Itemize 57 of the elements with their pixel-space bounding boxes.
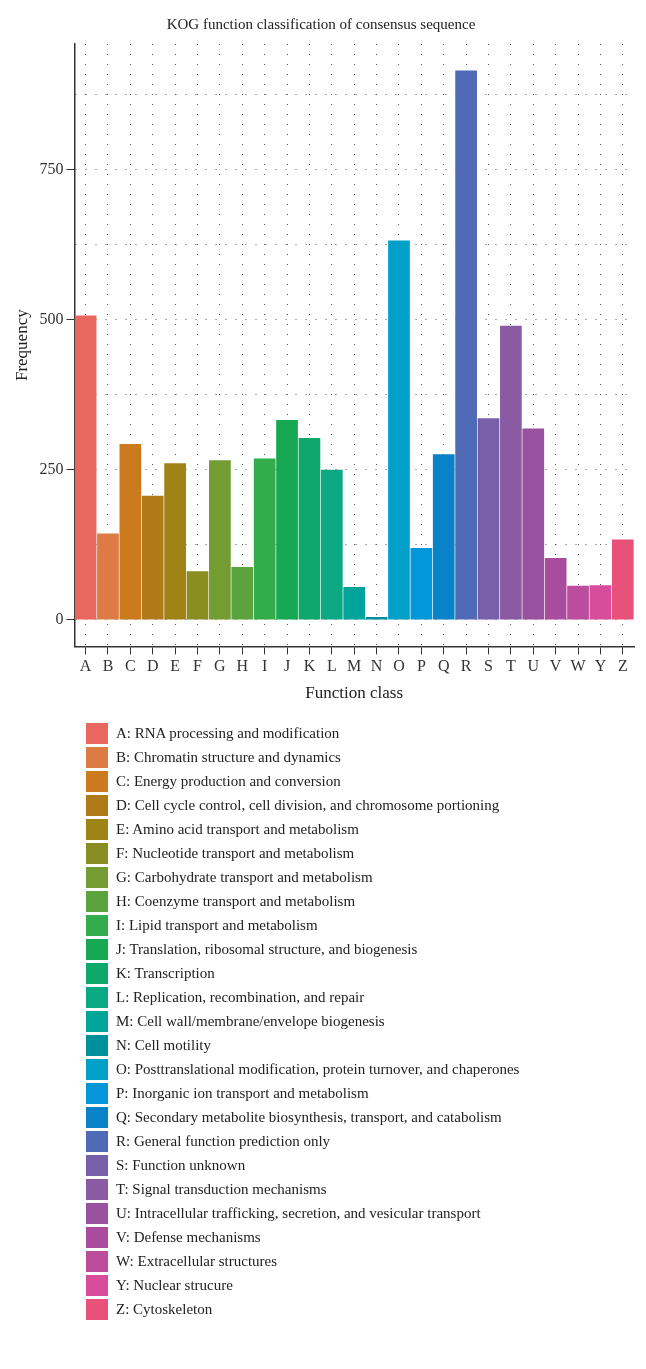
legend-label: D: Cell cycle control, cell division, and chromosome portioning — [116, 796, 500, 814]
x-tick-label: W — [570, 657, 587, 675]
x-tick-label: C — [125, 657, 136, 675]
x-tick-label: N — [370, 657, 383, 675]
legend-label: Y: Nuclear strucure — [116, 1276, 233, 1294]
x-tick-label: Q — [437, 657, 450, 675]
legend-label: W: Extracellular structures — [116, 1252, 278, 1270]
y-tick-label: 250 — [39, 460, 64, 478]
x-tick-label: E — [170, 657, 181, 675]
x-tick-label: B — [102, 657, 114, 675]
legend-label: P: Inorganic ion transport and metabolism — [116, 1084, 369, 1102]
legend-label: Z: Cytoskeleton — [116, 1300, 213, 1318]
y-tick-label: 500 — [39, 309, 64, 327]
legend-label: O: Posttranslational modification, protein turnover, and chaperones — [116, 1060, 520, 1078]
x-tick-label: P — [416, 657, 426, 675]
x-tick-label: A — [79, 657, 92, 675]
x-tick-label: J — [283, 657, 291, 675]
x-tick-label: O — [393, 657, 405, 675]
x-tick-label: S — [484, 657, 493, 675]
legend-label: V: Defense mechanisms — [116, 1228, 261, 1246]
legend-label: R: General function prediction only — [116, 1132, 331, 1150]
legend-label: L: Replication, recombination, and repair — [116, 988, 365, 1006]
y-tick-label: 0 — [55, 610, 64, 628]
legend-label: K: Transcription — [116, 964, 215, 982]
legend-label: I: Lipid transport and metabolism — [116, 916, 318, 934]
legend-label: A: RNA processing and modification — [116, 724, 340, 742]
legend-label: U: Intracellular trafficking, secretion, and vesicular transport — [116, 1204, 481, 1222]
x-tick-label: G — [214, 657, 227, 675]
x-tick-label: U — [527, 657, 540, 675]
y-axis-title: Frequency — [11, 308, 31, 382]
legend-label: F: Nucleotide transport and metabolism — [116, 844, 355, 862]
x-tick-label: I — [262, 657, 268, 675]
legend-label: H: Coenzyme transport and metabolism — [116, 892, 356, 910]
x-tick-label: Z — [617, 657, 628, 675]
x-tick-label: K — [303, 657, 316, 675]
legend-label: M: Cell wall/membrane/envelope biogenesis — [116, 1012, 385, 1030]
legend-label: Q: Secondary metabolite biosynthesis, transport, and catabolism — [116, 1108, 502, 1126]
legend-label: S: Function unknown — [116, 1156, 246, 1174]
chart-title: KOG function classification of consensus sequence — [166, 15, 476, 32]
x-tick-label: M — [347, 657, 362, 675]
x-tick-label: D — [146, 657, 159, 675]
y-tick-label: 750 — [39, 159, 64, 177]
legend-label: T: Signal transduction mechanisms — [116, 1180, 327, 1198]
x-tick-label: Y — [594, 657, 607, 675]
legend-label: B: Chromatin structure and dynamics — [116, 748, 341, 766]
x-tick-label: L — [326, 657, 337, 675]
legend-label: N: Cell motility — [116, 1036, 212, 1054]
legend-label: G: Carbohydrate transport and metabolism — [116, 868, 373, 886]
x-axis-title: Function class — [305, 683, 404, 703]
x-tick-label: V — [549, 657, 562, 675]
legend-label: J: Translation, ribosomal structure, and biogenesis — [116, 940, 418, 958]
x-tick-label: R — [460, 657, 472, 675]
x-tick-label: T — [506, 657, 516, 675]
legend-label: C: Energy production and conversion — [116, 772, 341, 790]
legend-label: E: Amino acid transport and metabolism — [116, 820, 359, 838]
x-tick-label: H — [236, 657, 249, 675]
x-tick-label: F — [193, 657, 203, 675]
